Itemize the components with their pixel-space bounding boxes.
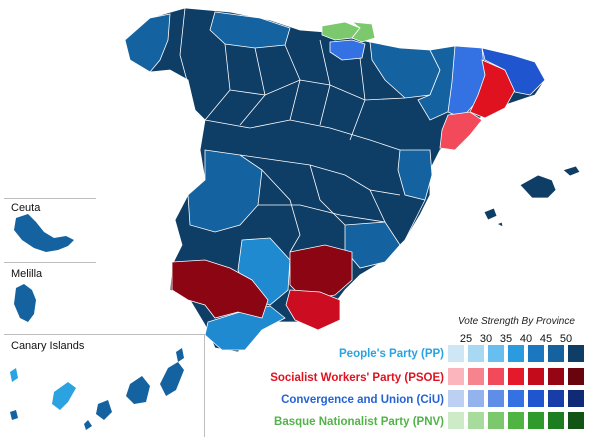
legend-swatch-pnv-6 [568, 412, 584, 429]
legend-swatch-psoe-4 [528, 368, 544, 385]
legend-swatch-pp-5 [548, 345, 564, 362]
canary-islands-label: Canary Islands [11, 340, 85, 352]
province-borders [179, 7, 426, 253]
legend-swatch-ciu-3 [508, 390, 524, 407]
island-ibiza [483, 207, 498, 221]
canary-vdivider [204, 334, 205, 437]
scale-label-45: 45 [539, 333, 553, 345]
province-jaen-granada [289, 244, 353, 301]
legend-swatch-pnv-5 [548, 412, 564, 429]
province-almeria [285, 289, 341, 331]
legend-swatch-pp-1 [468, 345, 484, 362]
canary-islands-shapes [10, 348, 184, 430]
legend-swatch-psoe-5 [548, 368, 564, 385]
scale-label-30: 30 [479, 333, 493, 345]
ceuta-shape [14, 214, 74, 252]
legend-swatch-ciu-5 [548, 390, 564, 407]
legend-party-pnv: Basque Nationalist Party (PNV) [274, 416, 444, 428]
legend-swatch-pp-0 [448, 345, 464, 362]
legend-swatch-pp-6 [568, 345, 584, 362]
melilla-label: Melilla [11, 268, 43, 280]
legend-party-ciu: Convergence and Union (CiU) [281, 394, 444, 406]
legend-swatch-pnv-1 [468, 412, 484, 429]
melilla-shape [14, 284, 36, 322]
legend-party-psoe: Socialist Workers' Party (PSOE) [270, 372, 444, 384]
scale-label-25: 25 [459, 333, 473, 345]
legend-swatch-ciu-4 [528, 390, 544, 407]
province-extremadura [187, 149, 263, 233]
island-formentera [496, 221, 504, 228]
province-gipuzkoa [350, 21, 376, 43]
island-mallorca [519, 174, 557, 199]
province-huelva-sevilla [171, 259, 269, 319]
legend-swatch-ciu-2 [488, 390, 504, 407]
legend-swatch-pp-3 [508, 345, 524, 362]
scale-label-50: 50 [559, 333, 573, 345]
province-tarragona [439, 111, 483, 151]
legend-swatch-psoe-6 [568, 368, 584, 385]
ceuta-label: Ceuta [11, 202, 41, 214]
province-asturias [209, 11, 291, 49]
legend-swatch-pnv-2 [488, 412, 504, 429]
legend-swatch-psoe-1 [468, 368, 484, 385]
legend-swatch-ciu-1 [468, 390, 484, 407]
legend-swatch-pnv-3 [508, 412, 524, 429]
legend-swatch-pnv-0 [448, 412, 464, 429]
ceuta-divider [4, 198, 96, 199]
island-menorca [562, 165, 581, 177]
province-alava [329, 39, 366, 61]
legend-swatch-psoe-0 [448, 368, 464, 385]
melilla-divider [4, 262, 96, 263]
canary-divider [4, 334, 204, 335]
legend-swatch-ciu-6 [568, 390, 584, 407]
province-galicia-west [124, 13, 171, 73]
legend-swatch-psoe-2 [488, 368, 504, 385]
province-girona [481, 47, 546, 96]
scale-label-40: 40 [519, 333, 533, 345]
legend-swatch-ciu-0 [448, 390, 464, 407]
legend-party-pp: People's Party (PP) [339, 348, 444, 360]
legend-swatch-pnv-4 [528, 412, 544, 429]
legend-swatch-pp-2 [488, 345, 504, 362]
legend-swatch-pp-4 [528, 345, 544, 362]
scale-label-35: 35 [499, 333, 513, 345]
legend-swatch-psoe-3 [508, 368, 524, 385]
legend-title: Vote Strength By Province [458, 316, 575, 327]
